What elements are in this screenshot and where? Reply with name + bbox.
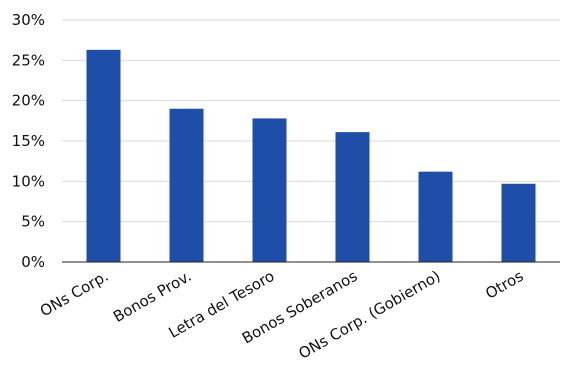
bars	[86, 49, 536, 263]
y-tick-label: 0%	[21, 253, 45, 271]
bar	[86, 49, 121, 263]
y-tick-label: 15%	[12, 132, 45, 150]
bar	[501, 183, 536, 262]
y-tick-label: 10%	[12, 172, 45, 190]
y-tick-label: 25%	[12, 51, 45, 69]
y-tick-label: 20%	[12, 92, 45, 110]
x-axis-category-labels: ONs Corp.Bonos Prov.Letra del TesoroBono…	[37, 267, 527, 363]
x-category-label: ONs Corp. (Gobierno)	[296, 267, 444, 363]
bar	[169, 108, 204, 262]
gridlines	[62, 19, 560, 223]
bar	[418, 171, 453, 262]
y-tick-label: 30%	[12, 11, 45, 29]
bar	[252, 118, 287, 262]
y-axis-tick-labels: 0% 5% 10% 15% 20% 25% 30%	[12, 11, 45, 271]
x-category-label: ONs Corp.	[37, 267, 112, 320]
x-category-label: Otros	[482, 267, 526, 303]
bar	[335, 132, 370, 262]
y-tick-label: 5%	[21, 213, 45, 231]
